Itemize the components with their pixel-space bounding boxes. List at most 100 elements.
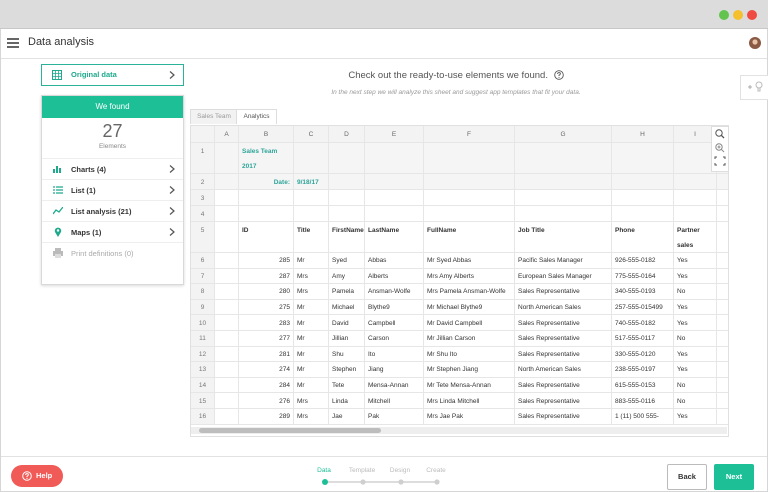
empty-cell[interactable] — [215, 299, 239, 316]
empty-cell[interactable] — [717, 253, 728, 269]
empty-cell[interactable] — [365, 206, 424, 222]
cell[interactable]: Mensa-Annan — [365, 377, 424, 394]
cell[interactable]: 274 — [239, 362, 294, 378]
cell[interactable]: Mr Stephen Jiang — [424, 362, 515, 378]
cell[interactable]: Mrs Jae Pak — [424, 409, 515, 425]
sheet-tab[interactable]: Analytics — [236, 109, 277, 124]
cell[interactable]: Carson — [365, 331, 424, 347]
empty-cell[interactable] — [717, 222, 728, 253]
cell[interactable]: Sales Representative — [515, 284, 612, 300]
empty-cell[interactable] — [717, 190, 728, 206]
cell[interactable]: 281 — [239, 346, 294, 363]
menu-item[interactable]: Maps (1) — [42, 221, 183, 242]
help-button[interactable]: Help — [11, 465, 63, 487]
empty-cell[interactable] — [215, 222, 239, 253]
empty-cell[interactable] — [329, 174, 365, 190]
empty-cell[interactable] — [674, 143, 717, 174]
cell[interactable]: Pamela — [329, 284, 365, 300]
cell[interactable]: Mr Tete Mensa-Annan — [424, 377, 515, 394]
cell[interactable]: Job Title — [515, 222, 612, 253]
cell[interactable]: Mr — [294, 253, 329, 269]
empty-cell[interactable] — [215, 393, 239, 409]
cell[interactable]: 257-555-015499 — [612, 299, 674, 316]
cell[interactable]: 285 — [239, 253, 294, 269]
empty-cell[interactable] — [215, 174, 239, 190]
cell[interactable]: Jae — [329, 409, 365, 425]
empty-cell[interactable] — [424, 143, 515, 174]
cell[interactable]: Mr — [294, 315, 329, 331]
cell[interactable]: Mr — [294, 377, 329, 394]
cell[interactable]: 275 — [239, 299, 294, 316]
help-icon[interactable] — [553, 70, 564, 80]
empty-cell[interactable] — [215, 409, 239, 425]
cell[interactable]: Mrs Linda Mitchell — [424, 393, 515, 409]
menu-item[interactable]: List analysis (21) — [42, 200, 183, 221]
cell[interactable]: 740-555-0182 — [612, 315, 674, 331]
empty-cell[interactable] — [717, 174, 728, 190]
empty-cell[interactable] — [424, 206, 515, 222]
empty-cell[interactable] — [515, 143, 612, 174]
sheet-tab[interactable]: Sales Team — [190, 109, 238, 124]
cell[interactable]: Campbell — [365, 315, 424, 331]
cell[interactable]: No — [674, 377, 717, 394]
empty-cell[interactable] — [717, 206, 728, 222]
cell[interactable]: Yes — [674, 315, 717, 331]
empty-cell[interactable] — [215, 362, 239, 378]
empty-cell[interactable] — [612, 174, 674, 190]
cell[interactable]: 284 — [239, 377, 294, 394]
cell[interactable]: Mr — [294, 346, 329, 363]
cell[interactable]: Mrs Amy Alberts — [424, 268, 515, 285]
cell[interactable]: 9/18/17 — [294, 174, 329, 190]
cell[interactable]: Sales Representative — [515, 393, 612, 409]
empty-cell[interactable] — [717, 346, 728, 363]
cell[interactable]: Jiang — [365, 362, 424, 378]
cell[interactable]: No — [674, 284, 717, 300]
cell[interactable]: 283 — [239, 315, 294, 331]
empty-cell[interactable] — [424, 174, 515, 190]
empty-cell[interactable] — [365, 143, 424, 174]
cell[interactable]: Sales Team 2017 — [239, 143, 294, 174]
cell[interactable]: Sales Representative — [515, 346, 612, 363]
cell[interactable]: No — [674, 331, 717, 347]
empty-cell[interactable] — [215, 143, 239, 174]
cell[interactable]: Sales Representative — [515, 315, 612, 331]
empty-cell[interactable] — [717, 268, 728, 285]
empty-cell[interactable] — [717, 284, 728, 300]
empty-cell[interactable] — [717, 362, 728, 378]
cell[interactable]: Ansman-Wolfe — [365, 284, 424, 300]
empty-cell[interactable] — [215, 190, 239, 206]
cell[interactable]: 330-555-0120 — [612, 346, 674, 363]
empty-cell[interactable] — [674, 174, 717, 190]
cell[interactable]: 276 — [239, 393, 294, 409]
cell[interactable]: Partner sales — [674, 222, 717, 253]
cell[interactable]: Stephen — [329, 362, 365, 378]
empty-cell[interactable] — [612, 143, 674, 174]
next-button[interactable]: Next — [714, 464, 754, 490]
cell[interactable]: Pacific Sales Manager — [515, 253, 612, 269]
original-data-button[interactable]: Original data — [41, 64, 184, 86]
empty-cell[interactable] — [717, 299, 728, 316]
cell[interactable]: Mitchell — [365, 393, 424, 409]
empty-cell[interactable] — [329, 190, 365, 206]
cell[interactable]: 775-555-0164 — [612, 268, 674, 285]
cell[interactable]: FirstName — [329, 222, 365, 253]
side-tab[interactable] — [740, 75, 768, 100]
empty-cell[interactable] — [515, 206, 612, 222]
empty-cell[interactable] — [674, 190, 717, 206]
cell[interactable]: Abbas — [365, 253, 424, 269]
cell[interactable]: Mrs — [294, 268, 329, 285]
empty-cell[interactable] — [329, 206, 365, 222]
cell[interactable]: 280 — [239, 284, 294, 300]
menu-item[interactable]: Charts (4) — [42, 158, 183, 179]
empty-cell[interactable] — [215, 377, 239, 394]
cell[interactable]: Mr David Campbell — [424, 315, 515, 331]
empty-cell[interactable] — [365, 190, 424, 206]
cell[interactable]: Mr Shu Ito — [424, 346, 515, 363]
cell[interactable]: 615-555-0153 — [612, 377, 674, 394]
cell[interactable]: Yes — [674, 299, 717, 316]
cell[interactable]: LastName — [365, 222, 424, 253]
menu-item[interactable]: List (1) — [42, 179, 183, 200]
cell[interactable]: Ito — [365, 346, 424, 363]
horizontal-scrollbar[interactable] — [191, 427, 727, 434]
zoom-icons[interactable] — [712, 127, 728, 171]
